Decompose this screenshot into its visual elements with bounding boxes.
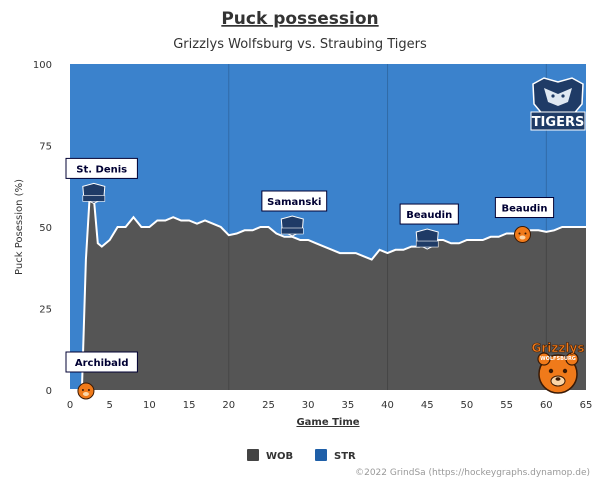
legend-item-wob[interactable]: WOB — [247, 449, 293, 462]
tigers-logo-text: TIGERS — [532, 115, 585, 130]
x-tick-label: 25 — [262, 400, 275, 411]
y-tick-label: 75 — [39, 142, 52, 153]
plot-area — [70, 64, 586, 391]
y-tick-label: 50 — [39, 223, 52, 234]
x-tick-label: 15 — [183, 400, 196, 411]
y-tick-label: 100 — [33, 60, 52, 71]
chart-subtitle: Grizzlys Wolfsburg vs. Straubing Tigers — [173, 37, 427, 52]
x-tick-label: 45 — [421, 400, 434, 411]
x-tick-label: 40 — [381, 400, 394, 411]
annotation: Samanski — [261, 190, 328, 237]
annotation-label: St. Denis — [76, 164, 127, 175]
x-tick-label: 5 — [107, 400, 113, 411]
annotation-label: Beaudin — [502, 204, 548, 215]
grizzlys-badge — [77, 382, 95, 400]
annotations: St. Denis Samanski Beaudin Beaudin Archibald — [65, 157, 555, 400]
legend-label: STR — [334, 451, 356, 462]
annotation: Archibald — [65, 351, 138, 400]
annotation-label: Samanski — [267, 197, 321, 208]
annotation: St. Denis — [65, 157, 138, 204]
series-wob-area — [70, 194, 586, 390]
x-tick-label: 0 — [67, 400, 73, 411]
grizzlys-logo-text: Grizzlys — [532, 341, 585, 355]
x-tick-label: 65 — [580, 400, 593, 411]
y-tick-label: 0 — [46, 386, 52, 397]
grizzlys-logo: Grizzlys WOLFSBURG — [531, 341, 585, 394]
x-tick-label: 30 — [302, 400, 315, 411]
grizzlys-badge — [513, 226, 531, 244]
x-tick-label: 50 — [461, 400, 474, 411]
legend-label: WOB — [266, 451, 293, 462]
x-tick-label: 10 — [143, 400, 156, 411]
x-axis: 0 5 10 15 20 25 30 35 40 45 50 55 60 65 — [67, 400, 593, 411]
x-tick-label: 55 — [500, 400, 513, 411]
grizzlys-logo-subtext: WOLFSBURG — [540, 356, 576, 362]
annotation: Beaudin — [494, 197, 555, 244]
annotation: Beaudin — [399, 203, 459, 250]
legend-item-str[interactable]: STR — [315, 449, 356, 462]
annotation-label: Beaudin — [406, 210, 452, 221]
series-wob-line — [70, 192, 586, 391]
x-tick-label: 20 — [222, 400, 235, 411]
x-axis-title: Game Time — [296, 417, 359, 428]
y-tick-label: 25 — [39, 305, 52, 316]
chart-title: Puck possession — [221, 9, 378, 29]
y-axis-title: Puck Posession (%) — [14, 179, 25, 275]
y-axis: 0 25 50 75 100 — [33, 60, 52, 397]
legend: WOB STR — [247, 449, 356, 462]
x-tick-label: 35 — [341, 400, 354, 411]
annotation-label: Archibald — [75, 358, 129, 369]
x-tick-label: 60 — [540, 400, 553, 411]
tigers-logo: TIGERS — [530, 77, 586, 131]
credits[interactable]: ©2022 GrindSa (https://hockeygraphs.dyna… — [355, 468, 590, 478]
